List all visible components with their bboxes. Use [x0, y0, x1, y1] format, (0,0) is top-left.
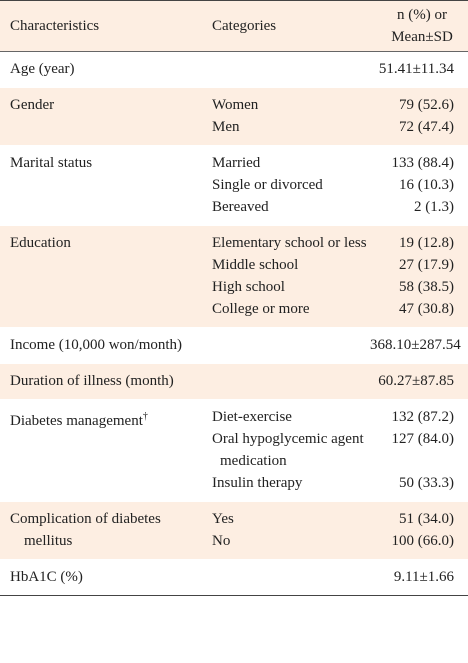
- table-row: Income (10,000 won/month) 368.10±287.54: [0, 327, 468, 364]
- table-row: HbA1C (%) 9.11±1.66: [0, 559, 468, 596]
- characteristic: Duration of illness (month): [10, 373, 174, 389]
- table-row: Gender Women 79 (52.6): [0, 87, 468, 146]
- characteristic-cell: Duration of illness (month): [0, 363, 206, 400]
- row-group: Gender Women 79 (52.6) Men 72 (47.4): [0, 87, 468, 146]
- table-row: Single or divorced 16 (10.3): [0, 174, 468, 196]
- category-cell: [206, 363, 370, 400]
- category-cell: High school: [206, 276, 370, 298]
- table-row: College or more 47 (30.8): [0, 298, 468, 328]
- characteristic-cell: Diabetes management†: [0, 399, 206, 502]
- table-row: Education Elementary school or less 19 (12…: [0, 225, 468, 328]
- value-cell: 79 (52.6): [370, 87, 468, 116]
- table-row: Insulin therapy 50 (33.3): [0, 472, 468, 502]
- category-cell: [206, 327, 370, 364]
- characteristic-cell: HbA1C (%): [0, 559, 206, 596]
- characteristic-cell: Complication of diabetes mellitus: [0, 501, 206, 560]
- category-cell: [206, 52, 370, 88]
- table-row: Middle school 27 (17.9): [0, 254, 468, 276]
- category-cell: Oral hypoglycemic agent medication: [212, 431, 364, 469]
- value-cell: 58 (38.5): [370, 276, 468, 298]
- value-cell: 100 (66.0): [370, 530, 468, 560]
- value-cell: 16 (10.3): [399, 177, 454, 193]
- row-group: HbA1C (%) 9.11±1.66: [0, 559, 468, 596]
- table-row: Oral hypoglycemic agent medication 127 (8…: [0, 428, 468, 472]
- value-cell: 2 (1.3): [414, 199, 454, 215]
- characteristic-cell: Marital status: [0, 145, 206, 226]
- table-row: Men 72 (47.4): [0, 116, 468, 146]
- characteristic: Education: [10, 235, 71, 251]
- value-cell: 368.10±287.54: [370, 327, 468, 364]
- table-row: Complication of diabetes mellitus Yes 51 (…: [0, 501, 468, 560]
- characteristics-table: Characteristics Categories n (%) or Mean…: [0, 0, 468, 596]
- characteristic: Gender: [10, 97, 55, 113]
- table-row: No 100 (66.0): [0, 530, 468, 560]
- table-row: Age (year) 51.41±11.34: [0, 52, 468, 88]
- value-cell: 51 (34.0): [370, 501, 468, 530]
- value-cell: 9.11±1.66: [370, 559, 468, 596]
- header-cell: n (%) or Mean±SD: [370, 0, 468, 52]
- category-cell: [206, 559, 370, 596]
- characteristic: Diabetes management: [10, 413, 143, 429]
- table-row: High school 58 (38.5): [0, 276, 468, 298]
- characteristic-cell: Age (year): [0, 52, 206, 88]
- category-cell: Insulin therapy: [212, 475, 303, 491]
- category-cell: Single or divorced: [212, 177, 323, 193]
- header-cell: Characteristics: [0, 0, 206, 52]
- characteristic-cell: Income (10,000 won/month): [0, 327, 206, 364]
- value-cell: 51.41±11.34: [378, 61, 454, 77]
- value-cell: 27 (17.9): [370, 254, 468, 276]
- row-group: Age (year) 51.41±11.34: [0, 52, 468, 88]
- category-cell: Elementary school or less: [206, 225, 370, 254]
- category-cell: Middle school: [206, 254, 370, 276]
- category-cell: College or more: [206, 298, 370, 328]
- category-cell: Men: [206, 116, 370, 146]
- value-cell: 50 (33.3): [399, 475, 454, 491]
- row-group: Income (10,000 won/month) 368.10±287.54: [0, 327, 468, 364]
- footnote-mark: †: [142, 411, 148, 422]
- row-group: Marital status Married 133 (88.4) Single or…: [0, 145, 468, 226]
- category-cell: Bereaved: [212, 199, 269, 215]
- value-cell: 19 (12.8): [370, 225, 468, 254]
- value-cell: 60.27±87.85: [370, 363, 468, 400]
- category-cell: No: [206, 530, 370, 560]
- row-group: Complication of diabetes mellitus Yes 51 (…: [0, 501, 468, 560]
- table-row: Diabetes management† Diet-exercise 132 (87…: [0, 399, 468, 502]
- value-cell: 133 (88.4): [370, 145, 468, 174]
- table-header: Characteristics Categories n (%) or Mean…: [0, 0, 468, 52]
- value-cell: 132 (87.2): [370, 399, 468, 428]
- characteristic: Income (10,000 won/month): [10, 337, 183, 353]
- category-cell: Yes: [206, 501, 370, 530]
- table-row: Duration of illness (month) 60.27±87.85: [0, 363, 468, 400]
- characteristic-cell: Gender: [0, 87, 206, 146]
- row-group: Diabetes management† Diet-exercise 132 (87…: [0, 399, 468, 502]
- row-group: Duration of illness (month) 60.27±87.85: [0, 363, 468, 400]
- characteristic: Marital status: [10, 155, 93, 171]
- table-row: Bereaved 2 (1.3): [0, 196, 468, 226]
- characteristic: Complication of diabetes mellitus: [10, 511, 161, 549]
- characteristic: Age (year): [10, 61, 75, 77]
- characteristic-cell: Education: [0, 225, 206, 328]
- value-cell: 127 (84.0): [391, 431, 455, 447]
- header-cell: Categories: [206, 0, 370, 52]
- category-cell: Married: [206, 145, 370, 174]
- category-cell: Women: [206, 87, 370, 116]
- value-cell: 72 (47.4): [370, 116, 468, 146]
- characteristic: HbA1C (%): [10, 569, 83, 585]
- value-cell: 47 (30.8): [370, 298, 468, 328]
- category-cell: Diet-exercise: [206, 399, 370, 428]
- header-row: Characteristics Categories n (%) or Mean…: [0, 0, 468, 52]
- row-group: Education Elementary school or less 19 (12…: [0, 225, 468, 328]
- table-row: Marital status Married 133 (88.4): [0, 145, 468, 226]
